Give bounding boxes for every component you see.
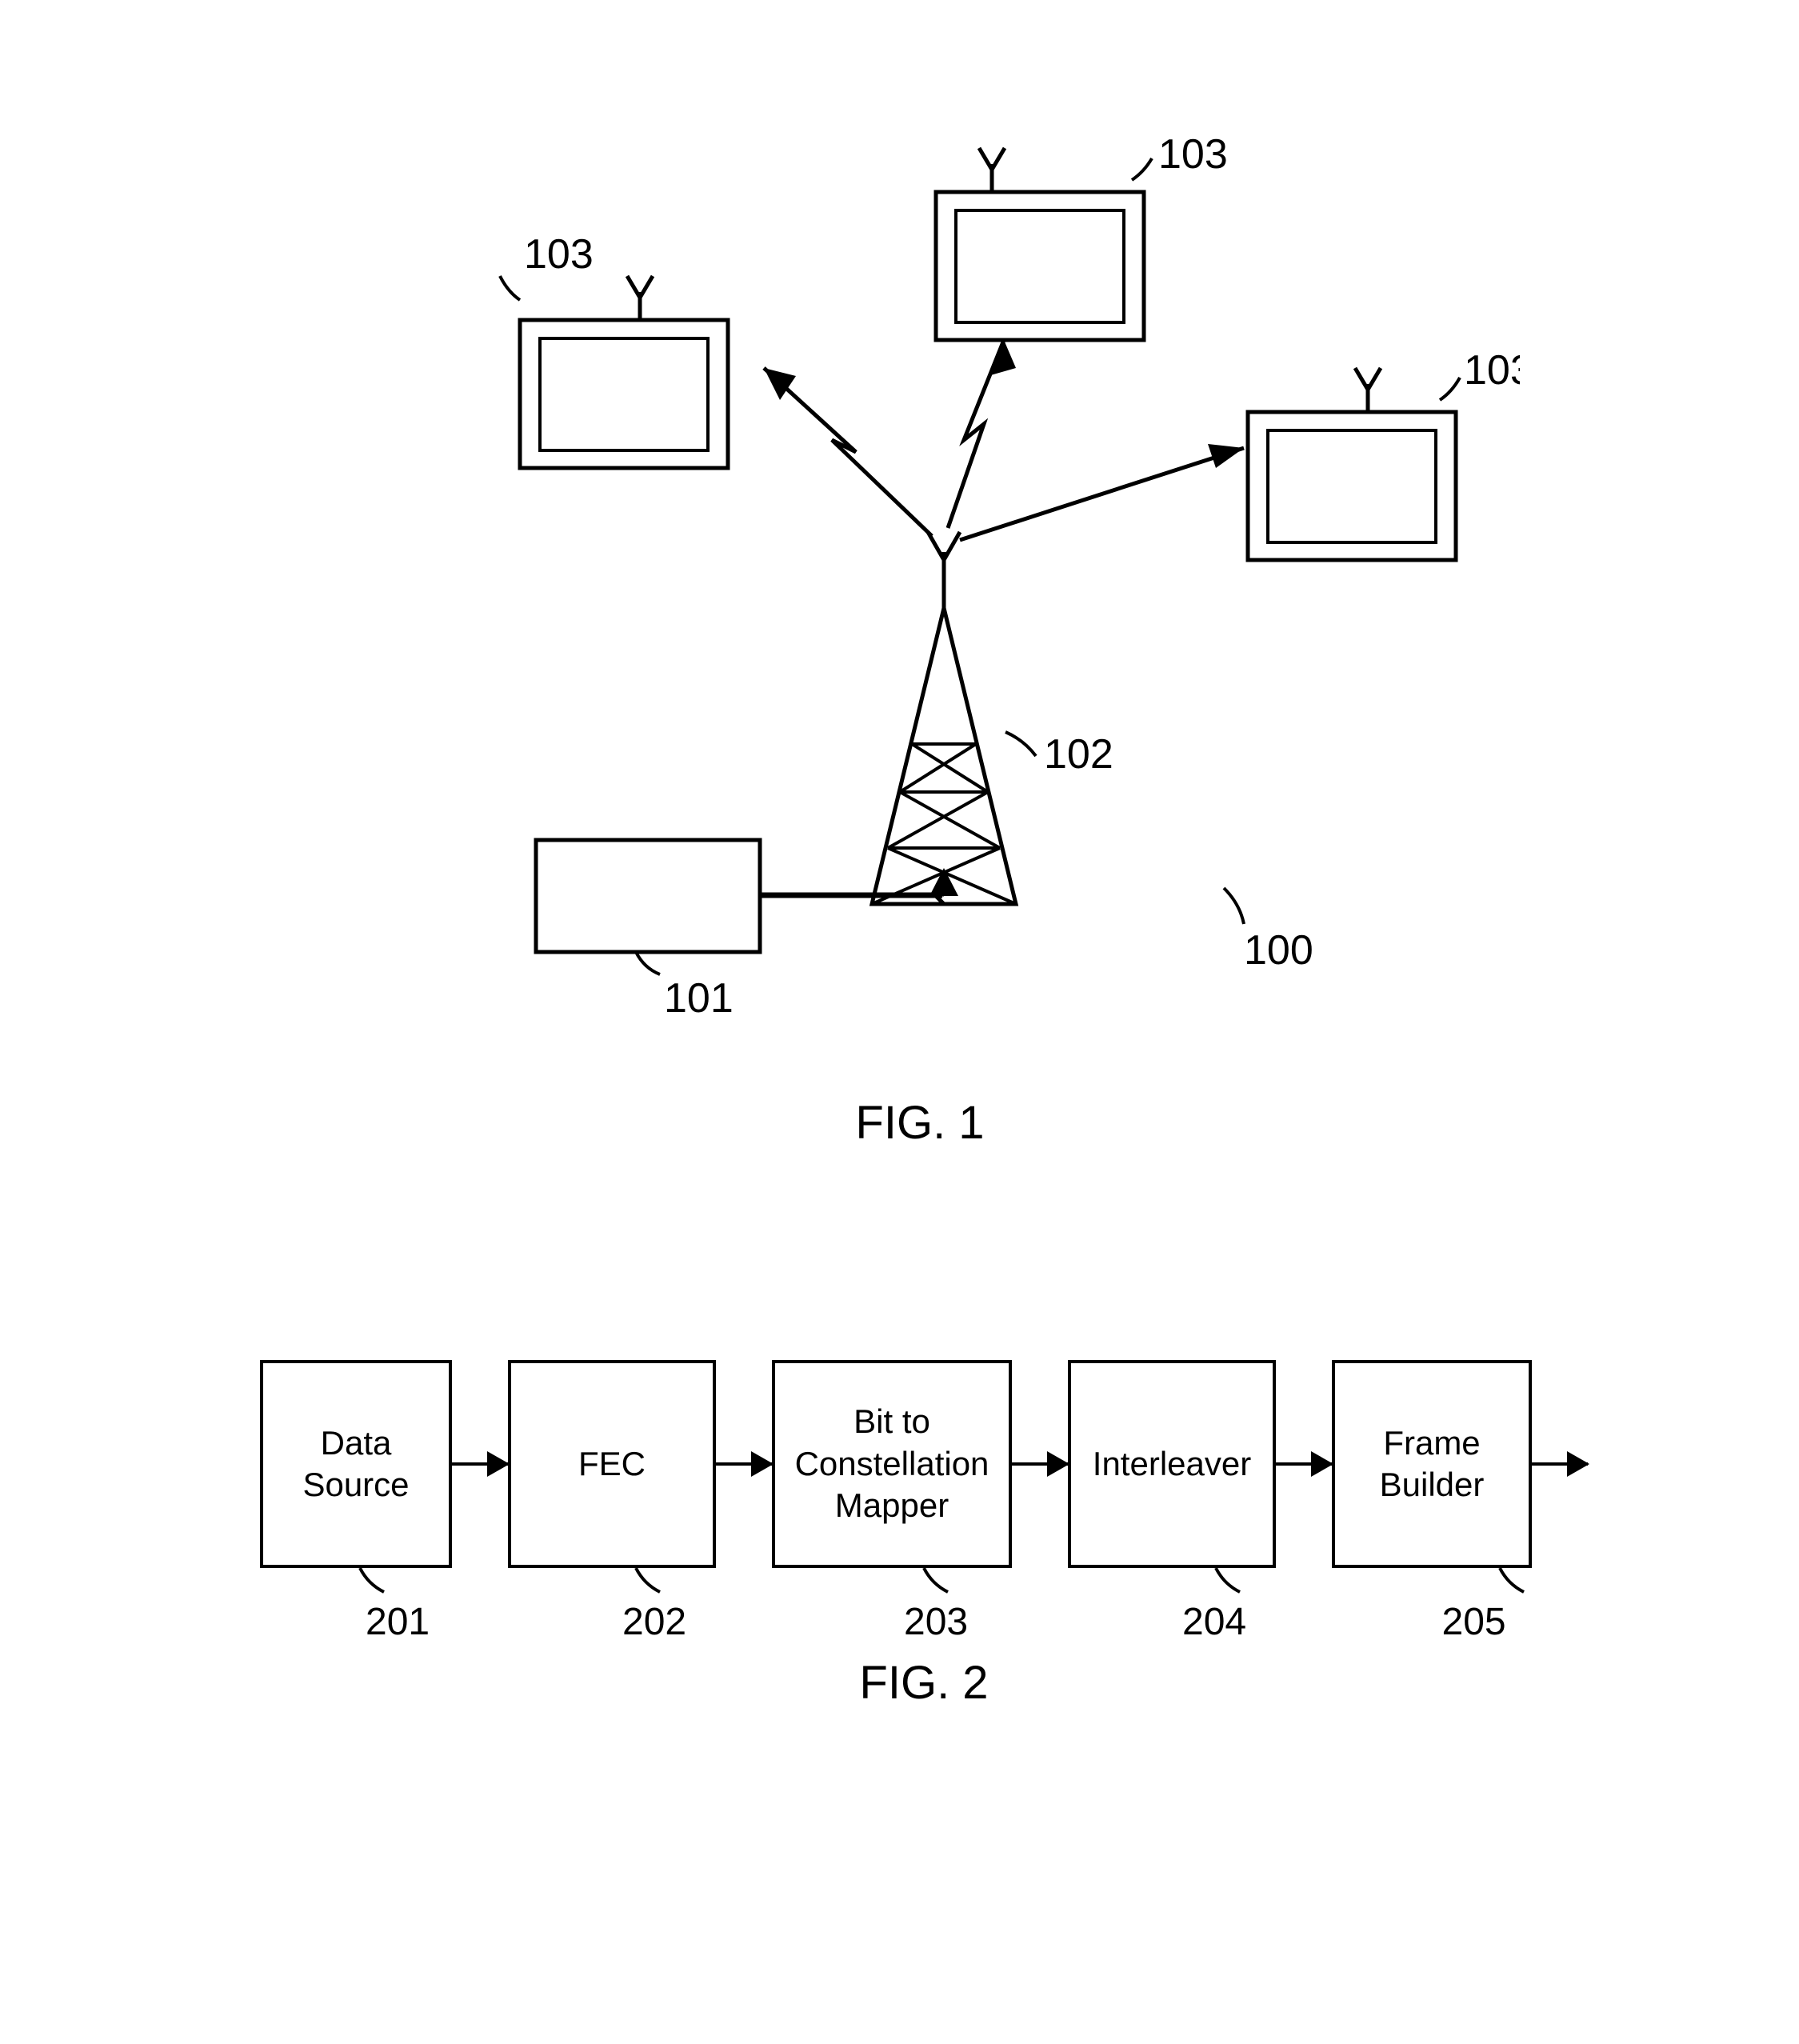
arrow-icon — [716, 1462, 772, 1466]
receiver-b — [936, 148, 1144, 340]
figure-1-title: FIG. 1 — [855, 1096, 984, 1150]
ref-203: 203 — [904, 1600, 968, 1644]
ref-tick-103a — [500, 276, 520, 300]
ref-204: 204 — [1182, 1600, 1246, 1644]
arrow-icon — [452, 1462, 508, 1466]
figure-1-svg: 101 102 100 103 103 103 — [320, 136, 1520, 1056]
radio-link-c — [960, 444, 1244, 540]
block-203: Bit to Constellation Mapper — [772, 1360, 1012, 1568]
arrow-icon — [1532, 1462, 1588, 1466]
ref-103b: 103 — [1158, 136, 1228, 178]
ref-tick-100 — [1224, 888, 1244, 924]
radio-link-b — [948, 340, 1016, 528]
ref-tick-101 — [636, 952, 660, 974]
block-202: FEC — [508, 1360, 716, 1568]
block-201: Data Source — [260, 1360, 452, 1568]
figure-1: 101 102 100 103 103 103 FIG. 1 — [320, 136, 1520, 1150]
ref-205: 205 — [1442, 1600, 1506, 1644]
ref-103c: 103 — [1464, 347, 1520, 394]
ref-101: 101 — [664, 975, 734, 1022]
ref-202: 202 — [622, 1600, 686, 1644]
receiver-a — [520, 276, 728, 468]
ref-tick-103c — [1440, 378, 1460, 400]
ref-100: 100 — [1244, 927, 1313, 974]
figure-2-block-row: Data Source FEC Bit to Constellation Mappe… — [260, 1360, 1588, 1568]
figure-2-title: FIG. 2 — [859, 1656, 988, 1710]
ref-tick-103b — [1132, 158, 1152, 180]
block-205: Frame Builder — [1332, 1360, 1532, 1568]
arrow-icon — [1276, 1462, 1332, 1466]
arrow-icon — [1012, 1462, 1068, 1466]
tower-icon — [872, 532, 1016, 904]
ref-102: 102 — [1044, 731, 1113, 778]
figure-2: Data Source FEC Bit to Constellation Mappe… — [184, 1360, 1664, 1710]
radio-link-a — [764, 368, 932, 536]
block-204: Interleaver — [1068, 1360, 1276, 1568]
receiver-c — [1248, 368, 1456, 560]
ref-tick-102 — [1005, 732, 1036, 756]
ref-103a: 103 — [524, 231, 594, 278]
ref-201: 201 — [366, 1600, 430, 1644]
